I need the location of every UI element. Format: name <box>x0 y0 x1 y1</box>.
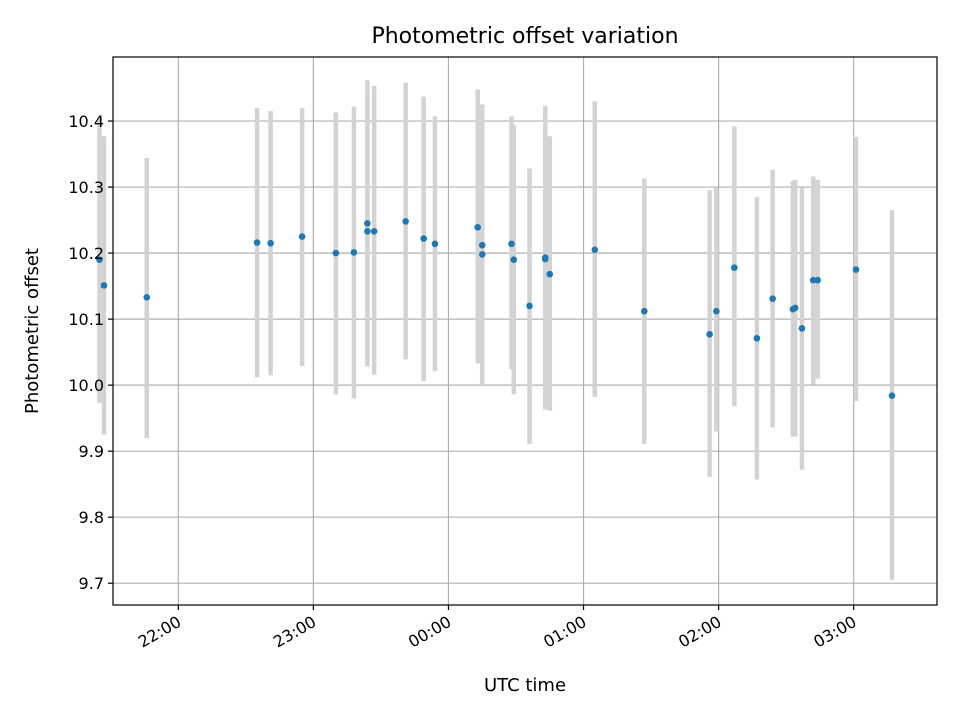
y-tick-label: 10.2 <box>68 244 104 263</box>
data-points <box>96 218 896 400</box>
y-tick-label: 10.4 <box>68 112 104 131</box>
data-point <box>769 295 776 302</box>
data-point <box>478 251 486 258</box>
data-point <box>814 276 821 284</box>
chart-title: Photometric offset variation <box>371 24 678 49</box>
data-point <box>431 240 439 248</box>
y-tick-label: 10.1 <box>68 310 104 329</box>
data-point <box>253 239 261 246</box>
data-point <box>791 304 799 312</box>
data-point <box>100 282 108 289</box>
data-point <box>591 246 599 254</box>
data-point <box>370 228 378 235</box>
data-point <box>508 240 515 248</box>
y-tick-label: 9.9 <box>79 442 104 461</box>
data-point <box>731 264 738 271</box>
data-point <box>541 255 549 263</box>
data-point <box>478 241 486 249</box>
data-point <box>420 235 427 242</box>
data-point <box>267 239 274 247</box>
data-point <box>852 266 860 273</box>
data-point <box>364 220 371 227</box>
data-point <box>96 256 103 263</box>
x-axis-label: UTC time <box>484 675 566 696</box>
data-point <box>888 392 896 400</box>
data-point <box>753 334 761 342</box>
y-tick-label: 10.0 <box>68 376 104 395</box>
y-tick-label: 9.8 <box>79 508 104 527</box>
data-point <box>526 302 533 310</box>
data-point <box>510 256 518 263</box>
grid <box>113 57 937 605</box>
data-point <box>298 233 306 240</box>
data-point <box>706 331 713 338</box>
data-point <box>474 224 482 231</box>
y-axis-label: Photometric offset <box>22 248 43 414</box>
data-point <box>798 325 806 332</box>
y-tick-label: 9.7 <box>79 574 104 593</box>
data-point <box>713 307 720 315</box>
data-point <box>332 249 340 257</box>
data-point <box>143 294 151 301</box>
data-point <box>402 218 409 225</box>
data-point <box>350 249 358 256</box>
plot-frame <box>112 56 938 606</box>
data-point <box>546 270 554 278</box>
y-tick-label: 10.3 <box>68 178 104 197</box>
data-point <box>364 228 371 235</box>
data-point <box>641 307 648 315</box>
